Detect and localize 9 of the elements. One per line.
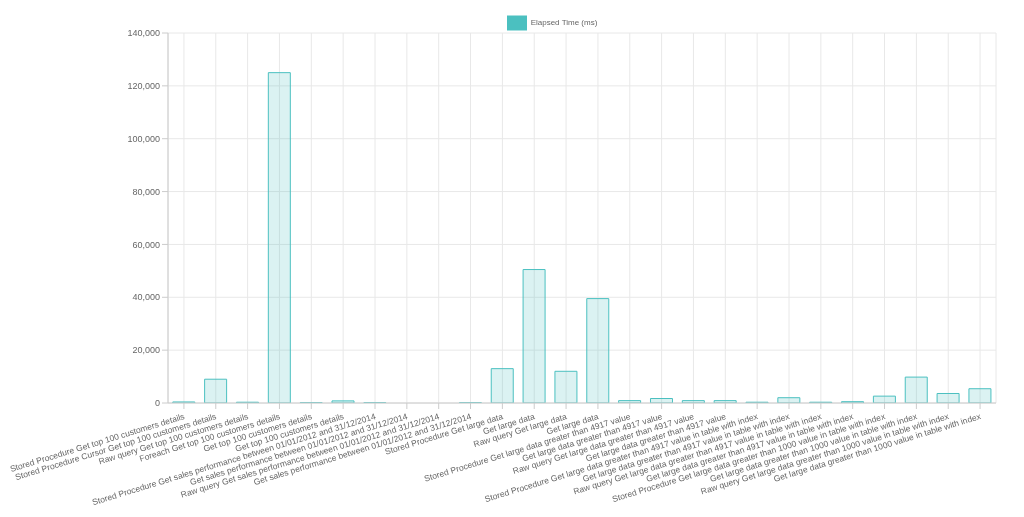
- y-tick-label: 20,000: [132, 345, 160, 356]
- y-tick-label: 120,000: [127, 81, 160, 92]
- y-tick-label: 140,000: [127, 28, 160, 39]
- y-tick-label: 80,000: [132, 186, 160, 197]
- y-tick-label: 0: [154, 398, 160, 409]
- y-tick-label: 100,000: [127, 133, 160, 144]
- legend-label: Elapsed Time (ms): [530, 18, 598, 28]
- y-tick-label: 60,000: [132, 239, 160, 250]
- y-tick-label: 40,000: [132, 292, 160, 303]
